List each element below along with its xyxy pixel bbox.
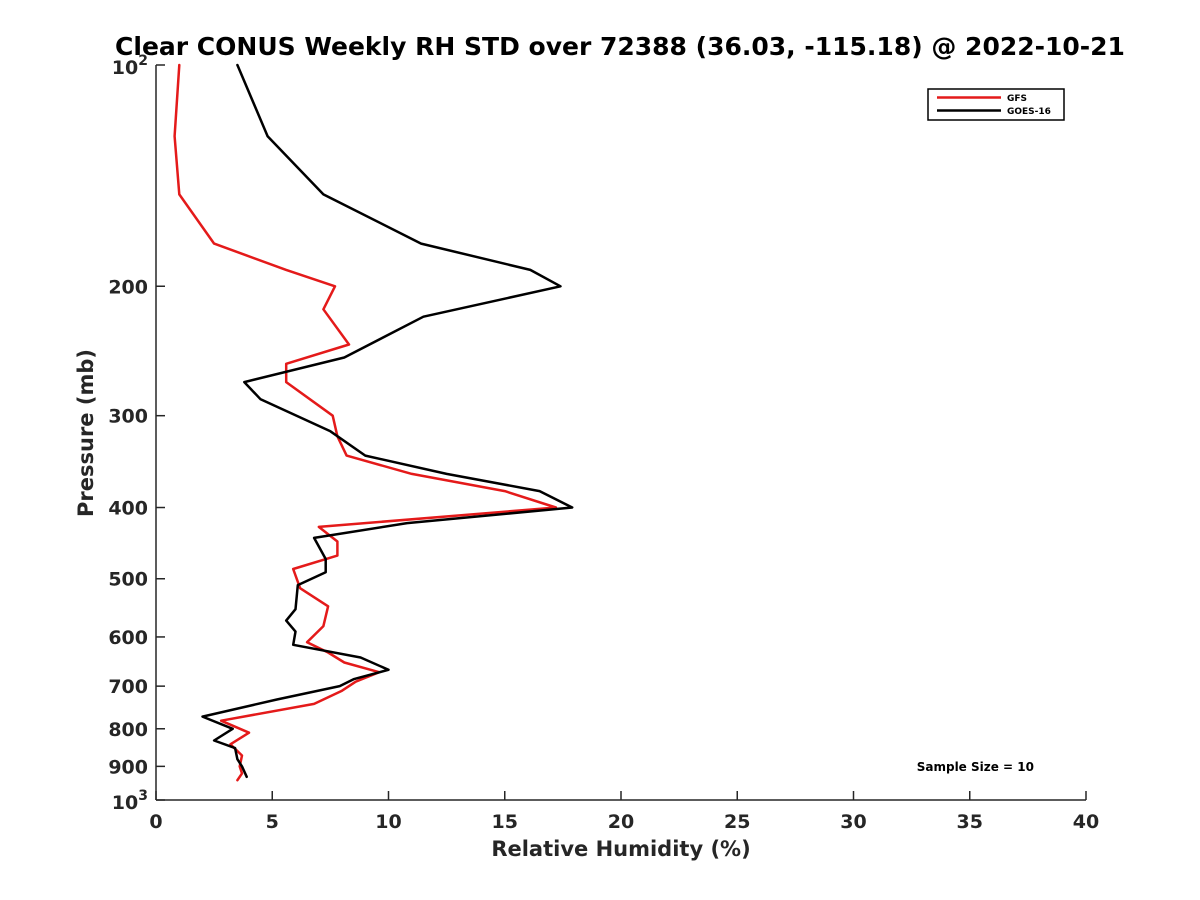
x-tick-label: 20	[608, 811, 634, 833]
legend-label-gfs: GFS	[1007, 94, 1027, 104]
legend-box	[927, 88, 1065, 121]
y-tick-label-base: 10	[112, 792, 138, 814]
legend: GFS GOES-16	[927, 88, 1065, 121]
y-tick-label-exponent: 3	[138, 788, 148, 804]
y-tick-label: 800	[108, 719, 148, 741]
x-axis-label: Relative Humidity (%)	[491, 837, 750, 861]
x-tick-label: 25	[724, 811, 750, 833]
x-tick-label: 10	[375, 811, 401, 833]
x-tick-label: 5	[266, 811, 279, 833]
y-tick-label: 102	[112, 53, 148, 79]
y-tick-label: 400	[108, 498, 148, 520]
y-tick-label: 300	[108, 406, 148, 428]
x-tick-label: 15	[492, 811, 518, 833]
sample-size-annotation: Sample Size = 10	[917, 760, 1034, 774]
series-lines	[173, 63, 574, 782]
y-tick-label-base: 10	[112, 57, 138, 79]
y-tick-label: 700	[108, 676, 148, 698]
y-tick-label: 103	[112, 788, 148, 814]
plot-background	[156, 65, 1086, 800]
chart-title: Clear CONUS Weekly RH STD over 72388 (36…	[115, 32, 1125, 61]
y-tick-label: 900	[108, 756, 148, 778]
plot-area: 0 5 10 15 20 25 30 35 40 10220030040050060070080…	[108, 53, 1099, 833]
series-line-gfs	[173, 63, 558, 782]
y-tick-label: 200	[108, 276, 148, 298]
y-tick-label: 600	[108, 627, 148, 649]
x-tick-label: 35	[957, 811, 983, 833]
x-tick-label: 40	[1073, 811, 1099, 833]
y-axis-label: Pressure (mb)	[74, 349, 98, 517]
legend-label-goes16: GOES-16	[1007, 107, 1051, 117]
y-tick-label: 500	[108, 569, 148, 591]
y-tick-label-exponent: 2	[138, 53, 148, 69]
x-tick-label: 30	[840, 811, 866, 833]
x-ticks: 0 5 10 15 20 25 30 35 40	[149, 791, 1099, 833]
series-line-goes16	[201, 63, 574, 779]
x-tick-label: 0	[149, 811, 162, 833]
